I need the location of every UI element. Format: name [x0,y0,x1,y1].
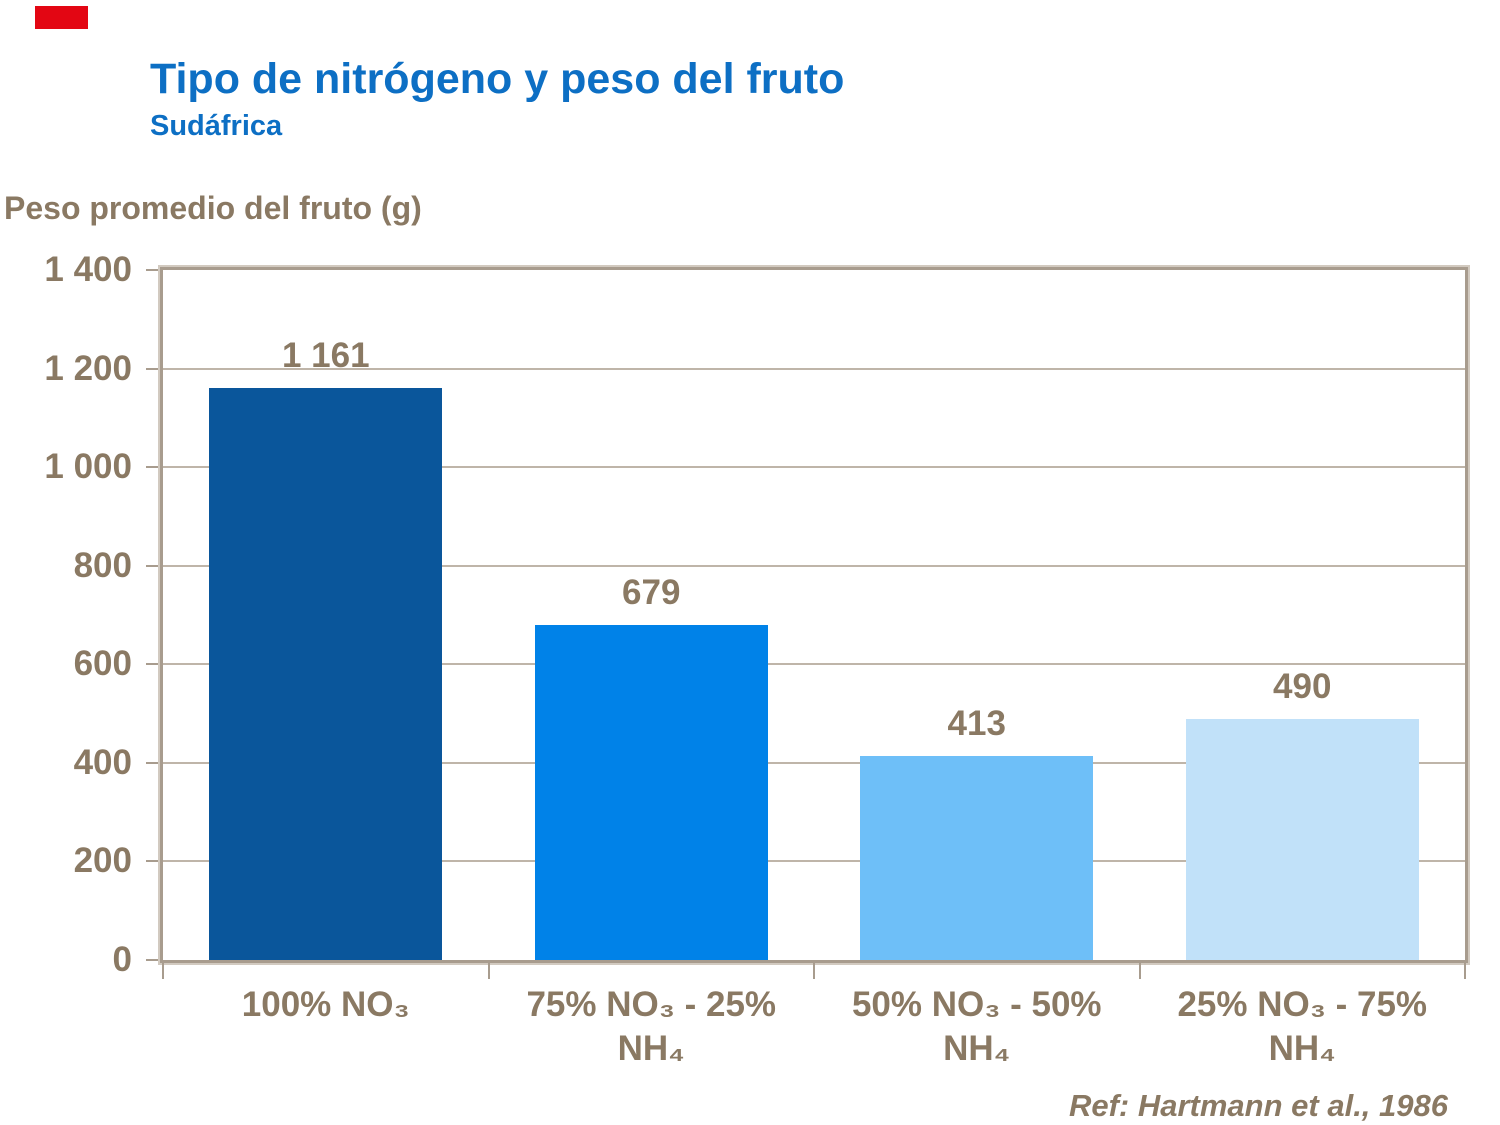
category-label-line: NH₄ [617,1029,685,1068]
category-label-line: 75% NO₃ - 25% [526,985,777,1024]
y-axis-tick-label: 600 [73,644,132,684]
y-axis-tick [146,860,162,863]
category-label-2: 75% NO₃ - 25% NH₄ [489,983,815,1071]
red-accent-block [35,6,88,29]
gridline-800 [163,564,1465,567]
x-axis-tick [487,963,490,979]
category-label-line: NH₄ [1268,1029,1336,1068]
chart-title: Tipo de nitrógeno y peso del fruto [150,55,845,103]
y-axis-tick [146,367,162,370]
bar-4 [1185,718,1419,960]
bar-1 [209,387,443,960]
bar-value-label-1: 1 161 [281,335,370,375]
y-axis-tick [146,564,162,567]
category-label-line: 25% NO₃ - 75% [1177,985,1428,1024]
gridline-200 [163,860,1465,863]
bar-3 [860,756,1094,960]
x-axis-tick [1464,963,1466,979]
gridline-1000 [163,466,1465,469]
y-axis-tick-label: 1 000 [44,447,132,487]
y-axis-tick [146,466,162,469]
reference-citation: Ref: Hartmann et al., 1986 [1068,1088,1448,1123]
y-axis-tick [146,269,162,271]
y-axis-tick-label: 800 [73,545,132,585]
x-axis-tick [813,963,815,979]
chart-subtitle: Sudáfrica [150,110,283,142]
category-label-line: 100% NO₃ [241,985,410,1024]
y-axis-tick [146,761,162,764]
category-label-line: 50% NO₃ - 50% [851,985,1102,1024]
bar-value-label-3: 413 [947,704,1006,744]
plot-area: 1 161 679 413 490 [160,267,1468,979]
x-axis-tick [1138,963,1141,979]
y-axis-tick-label: 1 200 [44,348,132,388]
category-label-4: 25% NO₃ - 75% NH₄ [1140,983,1466,1071]
y-axis-tick [146,663,162,666]
y-axis-title: Peso promedio del fruto (g) [4,190,422,226]
y-axis-tick-label: 1 400 [44,250,132,289]
x-axis-tick [162,963,164,979]
bar-value-label-4: 490 [1273,666,1332,706]
y-axis-tick-label: 200 [73,841,132,881]
bar-2 [534,625,768,960]
category-label-3: 50% NO₃ - 50% NH₄ [814,983,1140,1071]
category-label-1: 100% NO₃ [163,983,489,1027]
bar-value-label-2: 679 [622,573,681,613]
y-axis-tick-label: 0 [112,940,132,979]
gridline-600 [163,663,1465,666]
gridline-400 [163,761,1465,764]
y-axis-tick [146,959,162,961]
y-axis-tick-label: 400 [73,742,132,782]
gridline-1200 [163,367,1465,370]
category-label-line: NH₄ [943,1029,1011,1068]
